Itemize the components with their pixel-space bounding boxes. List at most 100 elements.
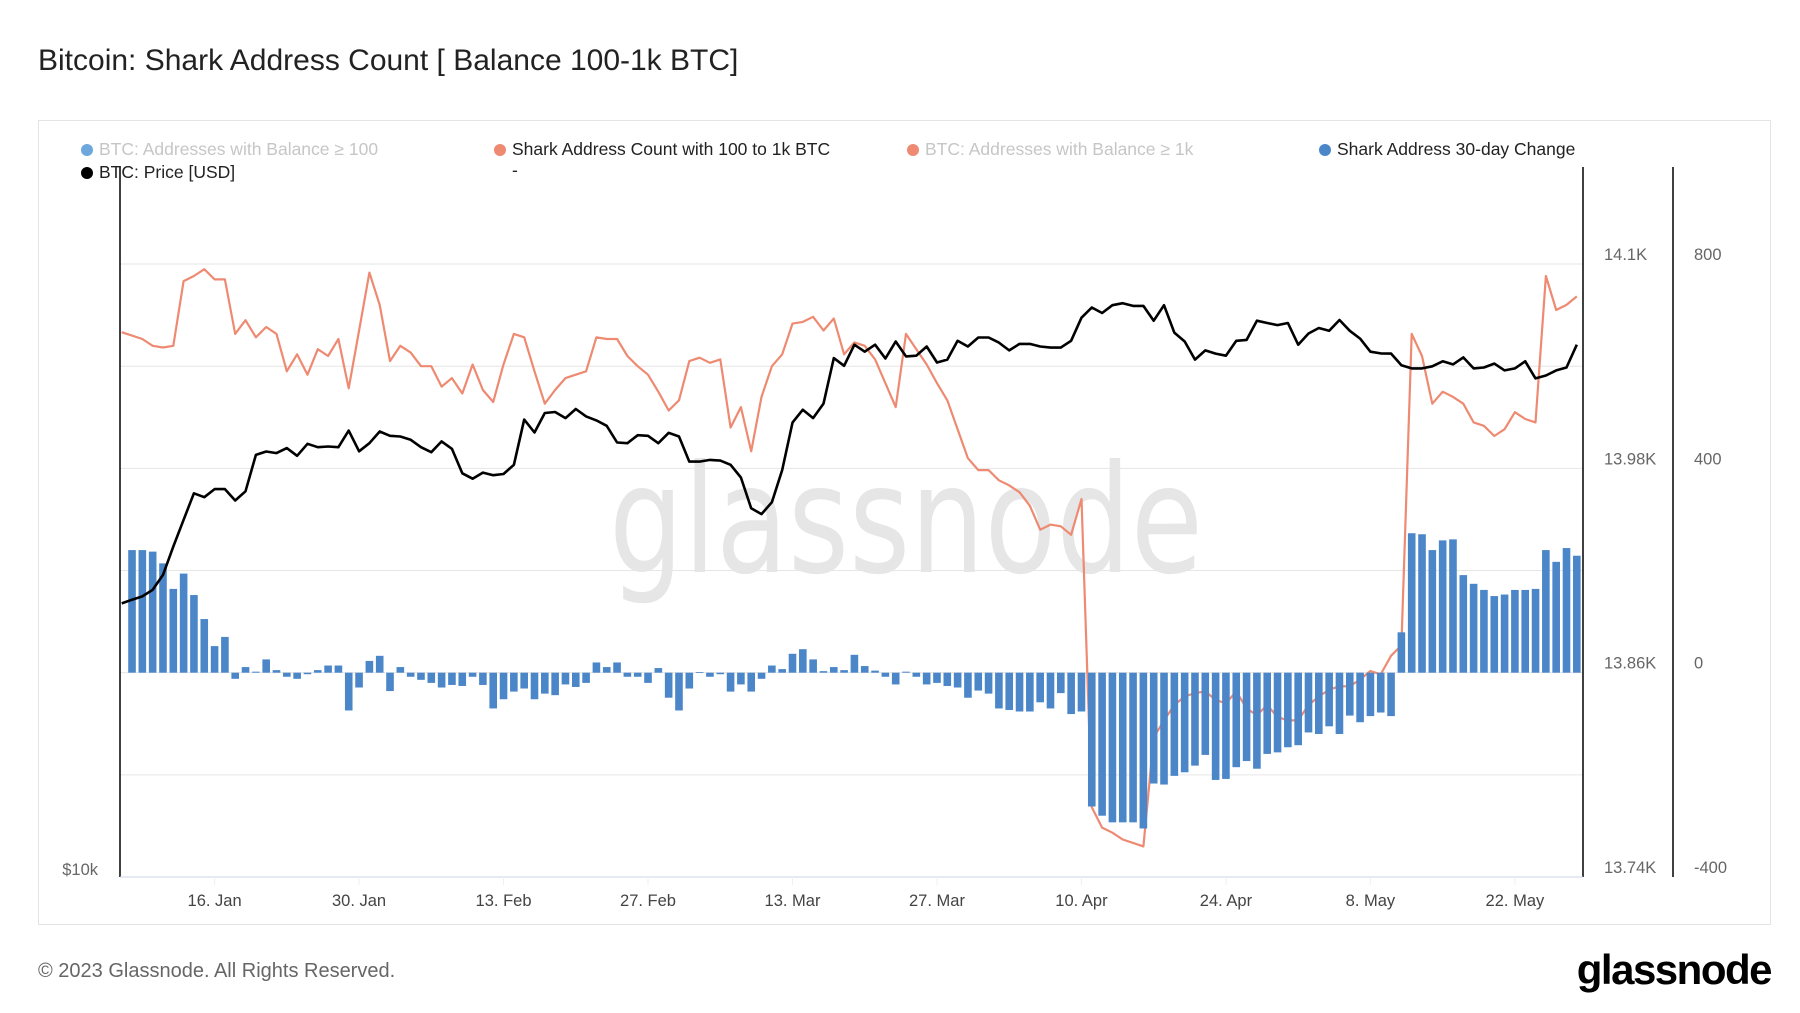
change-bar [1263, 672, 1272, 754]
change-bar [458, 672, 467, 686]
change-bar [479, 672, 487, 685]
change-bar [406, 672, 415, 677]
change-bar [1026, 672, 1034, 712]
change-bar [355, 672, 363, 688]
change-bar [313, 670, 322, 673]
change-bar [1562, 548, 1571, 673]
change-bar [334, 665, 343, 673]
change-bar [1345, 672, 1354, 716]
change-bar [613, 662, 621, 673]
change-bar [375, 655, 384, 673]
change-bar [974, 672, 983, 691]
glassnode-logo[interactable]: glassnode [1576, 946, 1773, 993]
change-bar [396, 667, 405, 673]
change-bar [602, 667, 611, 673]
change-bar [1315, 672, 1323, 734]
change-bar [1480, 589, 1488, 673]
change-bar [706, 672, 714, 677]
change-bar [200, 619, 209, 673]
change-bar [860, 666, 869, 673]
x-axis-tick-label: 13. Feb [476, 892, 532, 910]
change-bar [427, 672, 436, 683]
change-bar [809, 659, 817, 673]
change-axis-tick-label: -400 [1694, 859, 1727, 877]
change-bar [953, 672, 962, 688]
change-bar [1046, 672, 1055, 709]
change-bar [1057, 672, 1065, 694]
change-bar [1500, 594, 1509, 673]
btc-price-line [121, 301, 1578, 605]
change-bar [241, 667, 250, 673]
change-bar [365, 660, 374, 673]
copyright-text: © 2023 Glassnode. All Rights Reserved. [38, 960, 396, 982]
change-bar [716, 672, 725, 675]
legend-item-btc-price[interactable]: BTC: Price [USD] [81, 162, 235, 183]
change-bar [1552, 561, 1560, 673]
change-bar [190, 595, 198, 673]
count-axis-tick-label: 13.86K [1604, 655, 1656, 673]
change-bar [541, 672, 549, 694]
change-bar [1211, 672, 1220, 780]
change-bar [1387, 672, 1395, 717]
legend-item-shark-count[interactable]: Shark Address Count with 100 to 1k BTC [494, 139, 830, 160]
change-bar [148, 551, 157, 673]
change-bar [695, 672, 704, 673]
change-bar [737, 672, 745, 685]
legend-label: Shark Address Count with 100 to 1k BTC [512, 139, 831, 159]
x-axis-tick-label: 24. Apr [1200, 892, 1253, 910]
legend-item-dash[interactable]: - [512, 160, 518, 181]
legend-label: BTC: Addresses with Balance ≥ 1k [925, 139, 1194, 159]
change-bar [1490, 596, 1499, 673]
change-bar [262, 659, 270, 673]
legend-dot-icon [907, 143, 919, 156]
change-bar [252, 671, 260, 673]
change-bar [510, 672, 518, 692]
change-bar [1273, 672, 1282, 753]
change-bar [1407, 533, 1416, 673]
change-bar [159, 563, 167, 673]
change-bar [1087, 672, 1096, 807]
x-axis-tick-label: 10. Apr [1055, 892, 1108, 910]
x-axis-tick-label: 8. May [1346, 892, 1396, 910]
change-bar [1428, 550, 1437, 673]
left-axis-tick-label: $10k [62, 861, 99, 879]
change-bar [592, 662, 601, 673]
change-axis-tick-label: 400 [1694, 450, 1722, 468]
change-bar [1335, 672, 1344, 734]
legend-item-addresses-100[interactable]: BTC: Addresses with Balance ≥ 100 [81, 139, 378, 160]
legend-item-addresses-1k[interactable]: BTC: Addresses with Balance ≥ 1k [907, 139, 1193, 160]
change-bar [1531, 588, 1540, 673]
change-bar [169, 588, 178, 673]
change-bar [1366, 672, 1375, 717]
change-bar [489, 672, 498, 709]
legend-item-shark-30d-change[interactable]: Shark Address 30-day Change [1319, 139, 1575, 160]
change-bar [850, 654, 859, 673]
change-bar [499, 672, 508, 700]
change-bar [685, 672, 694, 689]
change-bar [221, 636, 229, 673]
change-bar [520, 672, 528, 689]
change-bar [468, 672, 477, 677]
change-bar [1118, 672, 1127, 823]
change-bar [582, 672, 590, 683]
change-bar [902, 671, 910, 673]
legend-dot-icon [494, 143, 506, 156]
change-bar [819, 671, 828, 673]
change-bar [138, 550, 147, 673]
change-bar [623, 672, 632, 677]
change-bar [1573, 555, 1581, 673]
x-axis-tick-label: 13. Mar [765, 892, 821, 910]
change-bar [386, 672, 394, 692]
change-bar [1108, 672, 1117, 823]
change-bar [1542, 550, 1550, 673]
change-bar [1005, 672, 1014, 710]
x-axis-tick-label: 16. Jan [188, 892, 242, 910]
change-bar [829, 667, 838, 673]
change-bar [1149, 672, 1158, 784]
change-bar [293, 672, 301, 679]
change-bar [1201, 672, 1210, 755]
change-bar [1170, 672, 1179, 776]
legend-label: BTC: Addresses with Balance ≥ 100 [99, 139, 379, 159]
change-bar [1356, 672, 1364, 723]
